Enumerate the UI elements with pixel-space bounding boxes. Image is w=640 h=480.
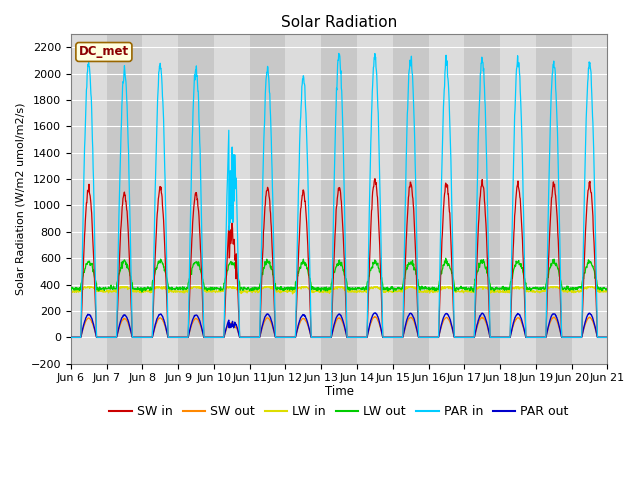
X-axis label: Time: Time — [324, 385, 354, 398]
Bar — [106, 34, 142, 364]
Y-axis label: Solar Radiation (W/m2 umol/m2/s): Solar Radiation (W/m2 umol/m2/s) — [15, 103, 25, 295]
Bar — [250, 34, 285, 364]
Bar — [357, 34, 393, 364]
Bar — [321, 34, 357, 364]
Bar — [285, 34, 321, 364]
Bar — [214, 34, 250, 364]
Text: DC_met: DC_met — [79, 46, 129, 59]
Bar — [142, 34, 178, 364]
Title: Solar Radiation: Solar Radiation — [281, 15, 397, 30]
Bar — [536, 34, 572, 364]
Bar — [500, 34, 536, 364]
Bar — [429, 34, 465, 364]
Bar — [465, 34, 500, 364]
Bar — [178, 34, 214, 364]
Bar — [71, 34, 106, 364]
Bar — [572, 34, 607, 364]
Legend: SW in, SW out, LW in, LW out, PAR in, PAR out: SW in, SW out, LW in, LW out, PAR in, PA… — [104, 400, 574, 423]
Bar — [393, 34, 429, 364]
